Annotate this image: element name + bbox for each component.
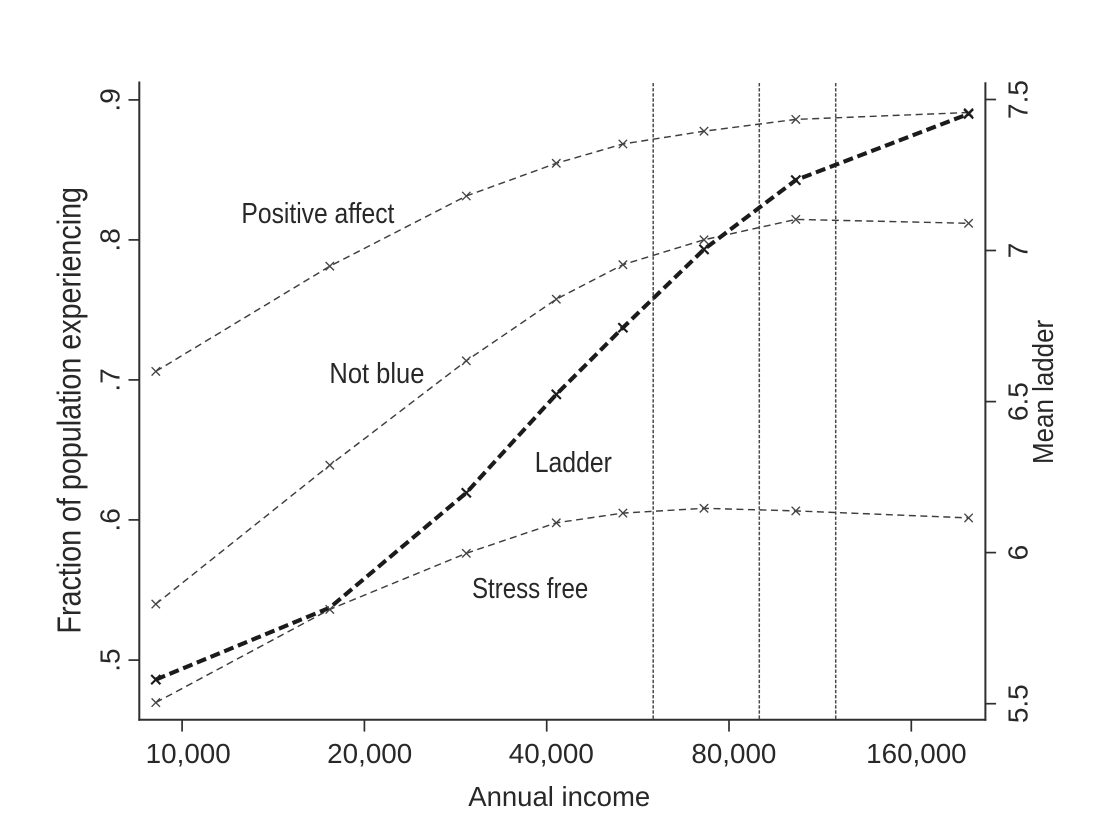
svg-text:6: 6 — [1003, 545, 1034, 561]
svg-text:20,000: 20,000 — [327, 738, 412, 769]
svg-text:7.5: 7.5 — [1003, 80, 1034, 119]
svg-text:Fraction of population experie: Fraction of population experiencing — [51, 187, 88, 634]
svg-text:40,000: 40,000 — [509, 738, 594, 769]
svg-text:160,000: 160,000 — [866, 738, 966, 769]
svg-text:.5: .5 — [95, 648, 126, 671]
svg-text:.9: .9 — [95, 88, 126, 111]
svg-text:Annual income: Annual income — [468, 781, 650, 812]
svg-text:.7: .7 — [95, 368, 126, 391]
svg-text:Ladder: Ladder — [535, 446, 612, 478]
svg-text:10,000: 10,000 — [146, 738, 231, 769]
svg-text:Positive affect: Positive affect — [241, 197, 394, 229]
svg-text:80,000: 80,000 — [691, 738, 776, 769]
svg-text:6.5: 6.5 — [1003, 382, 1034, 421]
svg-text:.8: .8 — [95, 228, 126, 251]
svg-text:5.5: 5.5 — [1003, 684, 1034, 723]
svg-text:Mean ladder: Mean ladder — [1027, 320, 1060, 464]
svg-text:.6: .6 — [95, 508, 126, 531]
svg-text:7: 7 — [1003, 243, 1034, 259]
svg-text:Stress free: Stress free — [472, 572, 588, 605]
svg-text:Not blue: Not blue — [329, 357, 424, 390]
